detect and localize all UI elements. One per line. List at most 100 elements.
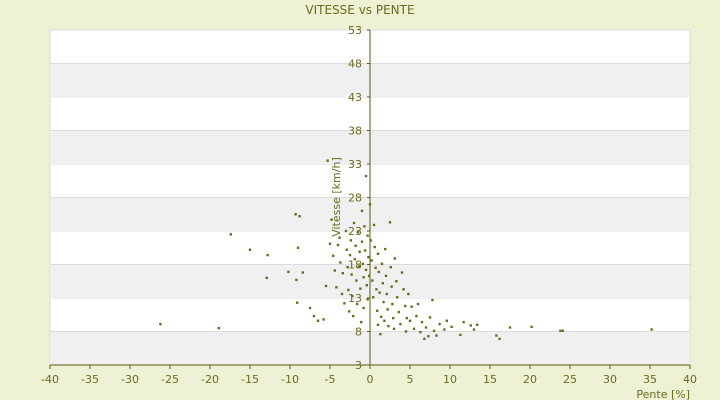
data-point <box>365 284 368 287</box>
data-point <box>443 328 446 331</box>
data-point <box>450 325 453 329</box>
data-point <box>266 253 269 257</box>
data-point <box>431 298 434 302</box>
data-point <box>356 302 359 306</box>
data-point <box>366 298 369 301</box>
data-point <box>389 265 392 269</box>
x-tick-label: 25 <box>563 373 577 386</box>
data-point <box>381 282 384 285</box>
x-tick-label: -40 <box>41 373 59 386</box>
data-point <box>296 246 300 249</box>
data-point <box>382 300 385 304</box>
data-point <box>385 292 388 296</box>
data-point <box>386 308 389 311</box>
data-point <box>375 288 378 291</box>
data-point <box>402 288 405 291</box>
data-point <box>358 250 361 253</box>
data-point <box>340 292 344 296</box>
data-point <box>308 306 312 310</box>
data-point <box>349 239 352 242</box>
y-tick-label: 23 <box>348 225 362 238</box>
data-point <box>217 326 220 330</box>
data-point <box>372 223 376 227</box>
data-point <box>356 231 360 234</box>
x-tick-label: 10 <box>443 373 457 386</box>
data-point <box>376 323 380 326</box>
data-point <box>296 301 299 304</box>
data-point <box>328 242 332 245</box>
data-point <box>419 330 422 334</box>
x-tick-label: -25 <box>161 373 179 386</box>
data-point <box>364 268 368 272</box>
data-point <box>359 287 362 290</box>
data-point <box>357 265 360 268</box>
data-point <box>333 269 336 272</box>
x-tick-label: 40 <box>683 373 697 386</box>
data-point <box>530 325 533 329</box>
x-tick-label: -5 <box>325 373 336 386</box>
data-point <box>330 218 333 221</box>
data-point <box>405 316 408 320</box>
y-tick-label: 3 <box>355 359 362 372</box>
x-tick-label: 5 <box>407 373 414 386</box>
data-point <box>360 240 364 243</box>
data-point <box>374 266 377 270</box>
x-tick-label: 30 <box>603 373 617 386</box>
data-point <box>462 320 465 324</box>
data-point <box>372 296 375 299</box>
x-tick-label: -20 <box>201 373 219 386</box>
data-point <box>301 271 304 274</box>
data-point <box>383 319 386 322</box>
data-point <box>420 320 424 324</box>
x-tick-label: 35 <box>643 373 657 386</box>
data-point <box>347 288 350 292</box>
data-point <box>335 286 338 289</box>
data-point <box>338 236 341 239</box>
y-tick-label: 13 <box>348 292 362 305</box>
data-point <box>360 320 363 324</box>
y-tick-label: 8 <box>355 326 362 339</box>
data-point <box>376 252 380 255</box>
data-point <box>397 310 400 314</box>
data-point <box>380 315 383 318</box>
data-point <box>366 234 369 237</box>
x-tick-label: -30 <box>121 373 139 386</box>
data-point <box>650 328 653 331</box>
data-point <box>355 279 358 282</box>
data-point <box>370 259 373 262</box>
data-point <box>404 330 408 333</box>
data-point <box>350 273 353 276</box>
data-point <box>368 274 371 278</box>
data-point <box>412 327 416 331</box>
data-point <box>248 248 252 251</box>
y-tick-label: 53 <box>348 24 362 37</box>
data-point <box>393 257 396 260</box>
data-point <box>388 221 392 224</box>
data-point <box>377 270 380 274</box>
data-point <box>367 255 370 259</box>
data-point <box>376 309 379 312</box>
data-point <box>432 329 436 333</box>
data-point <box>410 305 413 308</box>
data-point <box>384 274 388 278</box>
data-point <box>336 243 340 247</box>
data-point <box>295 278 298 282</box>
data-point <box>561 329 564 333</box>
x-tick-label: -10 <box>281 373 299 386</box>
data-point <box>369 239 372 242</box>
y-tick-label: 18 <box>348 259 362 272</box>
data-point <box>353 257 356 261</box>
data-point <box>399 322 402 326</box>
data-point <box>395 280 398 283</box>
data-point <box>332 254 335 257</box>
data-point <box>346 265 349 269</box>
data-point <box>408 319 412 322</box>
data-point <box>373 245 376 249</box>
data-point <box>343 302 346 305</box>
data-point <box>351 294 354 298</box>
y-axis-label: Vitesse [km/h] <box>330 157 343 237</box>
data-point <box>415 314 418 318</box>
data-point <box>424 326 428 329</box>
x-axis-label: Pente [%] <box>636 388 690 400</box>
